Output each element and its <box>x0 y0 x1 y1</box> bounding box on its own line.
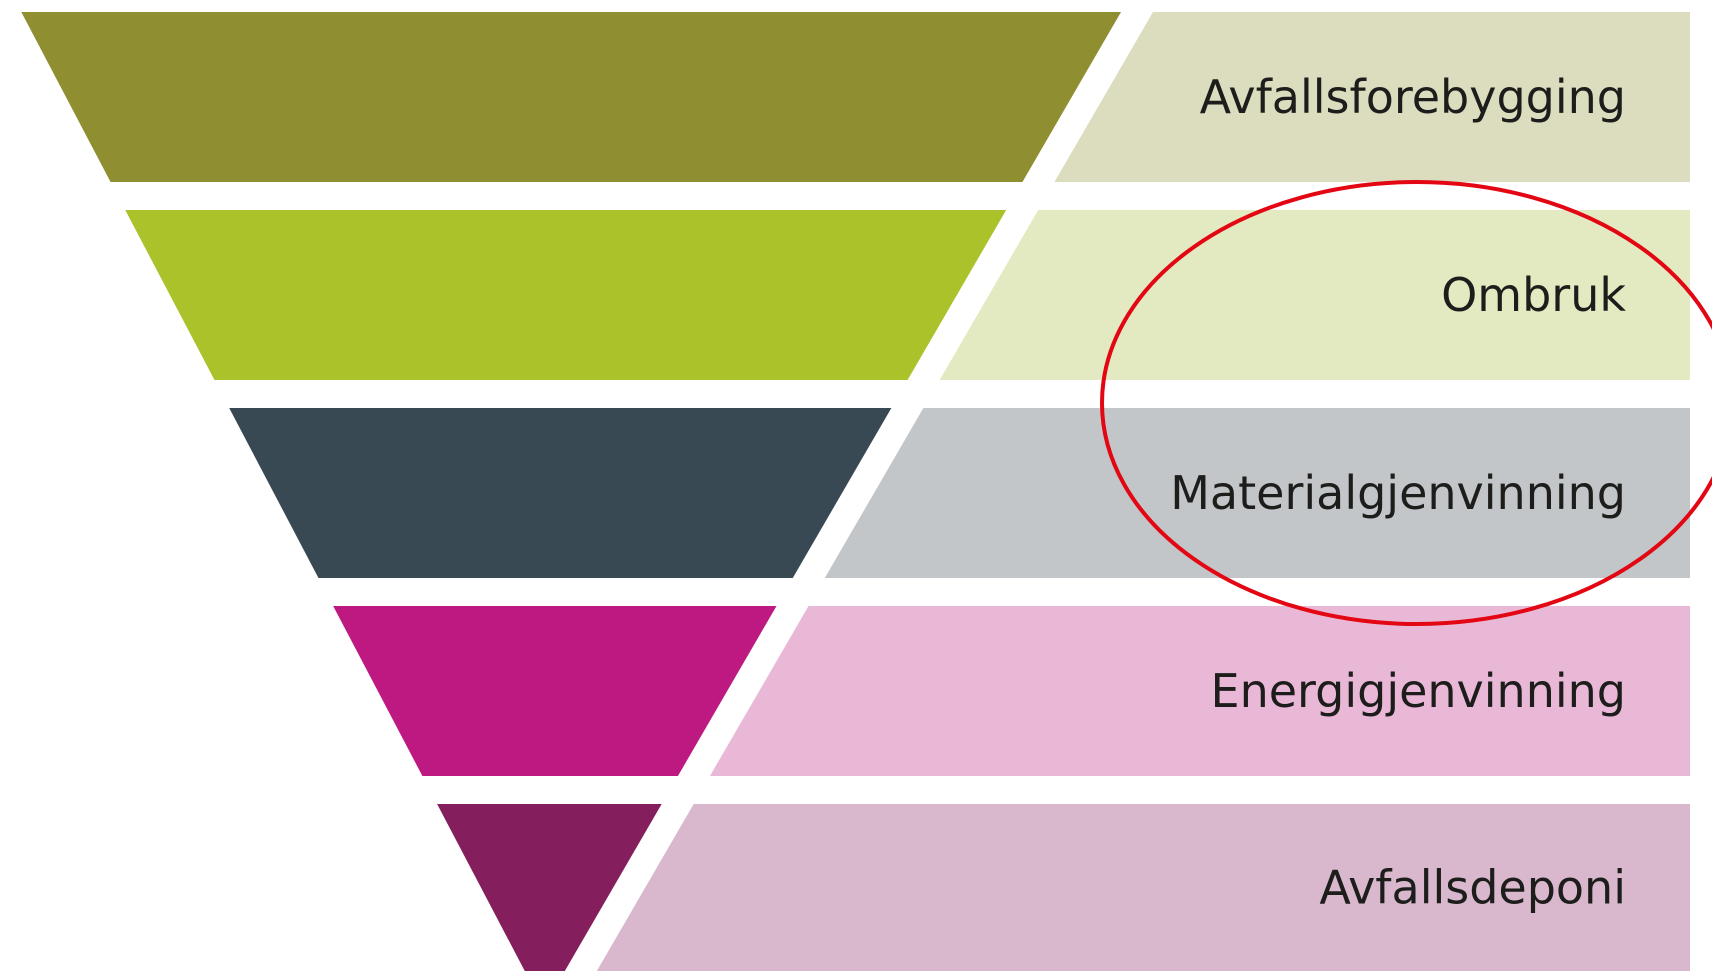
pyramid-level-1 <box>125 210 1007 380</box>
highlight-ellipse <box>1100 180 1712 626</box>
level-label-0: Avfallsforebygging <box>1200 70 1626 124</box>
level-label-3: Energigjenvinning <box>1211 664 1626 718</box>
level-label-4: Avfallsdeponi <box>1319 861 1626 915</box>
level-label-2: Materialgjenvinning <box>1170 466 1626 520</box>
label-band-3 <box>709 606 1690 776</box>
label-band-0 <box>1054 12 1690 182</box>
pyramid-level-4 <box>437 804 662 971</box>
pyramid-level-0 <box>21 12 1122 182</box>
label-band-2 <box>824 408 1690 578</box>
label-band-4 <box>596 804 1690 971</box>
pyramid-level-2 <box>229 408 892 578</box>
label-band-1 <box>939 210 1690 380</box>
pyramid-level-3 <box>333 606 777 776</box>
level-label-1: Ombruk <box>1441 268 1626 322</box>
